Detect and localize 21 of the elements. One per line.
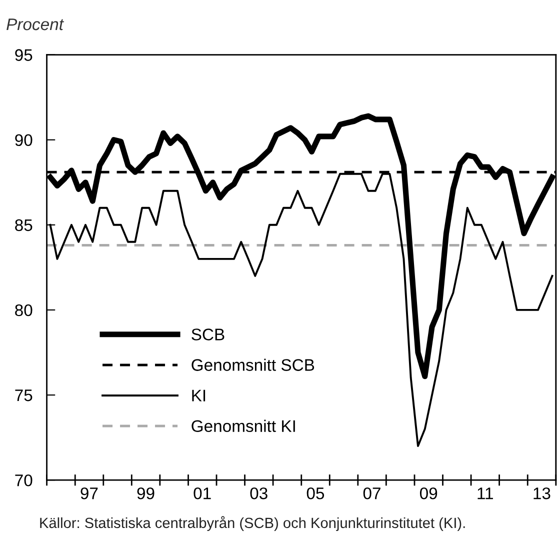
y-tick-label: 90 — [15, 134, 32, 146]
x-tick-label: 03 — [250, 487, 268, 500]
y-tick-label: 85 — [15, 219, 32, 232]
text: Källor: Statistiska centralbyrån (SCB) och Konjunkturinstitutet (KI). — [40, 516, 465, 531]
x-tick-label: 97 — [80, 487, 98, 500]
y-tick-label: 80 — [15, 304, 32, 316]
legend-label: Genomsnitt KI — [192, 420, 295, 432]
y-tick-label: 95 — [15, 49, 32, 61]
x-tick-label: 09 — [420, 487, 438, 500]
legend-label: Genomsnitt SCB — [192, 358, 314, 371]
x-tick-label: 99 — [137, 487, 154, 500]
y-axis-title: Procent — [6, 18, 64, 30]
x-tick-label: 01 — [194, 487, 211, 500]
x-tick-label: 13 — [534, 487, 550, 500]
x-tick-label: 07 — [363, 487, 380, 500]
legend-label: KI — [192, 390, 206, 402]
y-tick-label: 70 — [15, 474, 32, 486]
legend-label: SCB — [192, 328, 224, 340]
x-tick-label: 05 — [306, 487, 324, 500]
y-tick-label: 75 — [15, 390, 32, 402]
x-tick-label: 11 — [478, 488, 493, 500]
